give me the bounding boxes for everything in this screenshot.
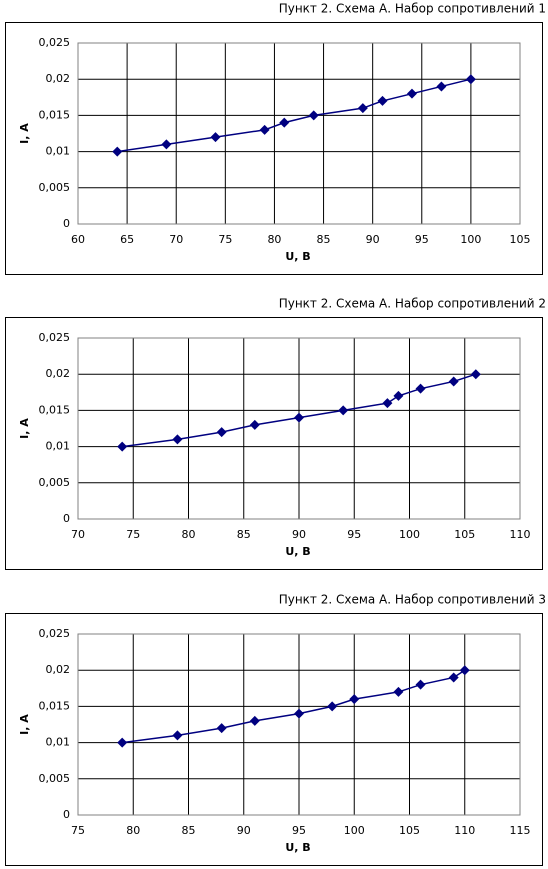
y-tick-label: 0,005 [39, 476, 71, 489]
x-tick-label: 80 [182, 528, 196, 541]
x-tick-label: 105 [454, 528, 475, 541]
y-tick-label: 0,01 [46, 736, 71, 749]
data-point [216, 427, 227, 438]
y-tick-label: 0,015 [39, 699, 71, 712]
y-axis-label: I, A [18, 714, 31, 735]
x-tick-label: 65 [120, 233, 134, 246]
x-tick-label: 90 [237, 824, 251, 837]
x-tick-label: 75 [218, 233, 232, 246]
x-tick-label: 85 [237, 528, 251, 541]
data-point [112, 146, 123, 157]
data-point [279, 117, 290, 128]
x-tick-label: 85 [182, 824, 196, 837]
x-tick-label: 90 [366, 233, 380, 246]
data-point [117, 737, 128, 748]
y-tick-label: 0 [63, 217, 70, 230]
y-tick-label: 0,01 [46, 440, 71, 453]
y-axis-label: I, A [18, 418, 31, 439]
chart-frame [5, 22, 543, 275]
data-point [393, 686, 404, 697]
x-tick-label: 110 [510, 528, 531, 541]
y-tick-label: 0,02 [46, 663, 71, 676]
data-point [465, 74, 476, 85]
data-point [259, 124, 270, 135]
y-tick-label: 0,025 [39, 627, 71, 640]
x-tick-label: 105 [399, 824, 420, 837]
y-tick-label: 0,015 [39, 403, 71, 416]
chart-title: Пункт 2. Схема А. Набор сопротивлений 1 [279, 2, 546, 16]
x-tick-label: 95 [415, 233, 429, 246]
data-point [172, 730, 183, 741]
y-tick-label: 0,025 [39, 331, 71, 344]
x-axis-label: U, B [285, 545, 310, 558]
data-point [415, 679, 426, 690]
data-point [249, 419, 260, 430]
data-point [382, 398, 393, 409]
x-tick-label: 95 [292, 824, 306, 837]
data-point [436, 81, 447, 92]
data-point [294, 412, 304, 423]
x-tick-label: 105 [510, 233, 531, 246]
data-point [308, 110, 319, 121]
x-tick-label: 110 [454, 824, 475, 837]
y-tick-label: 0,01 [46, 145, 71, 158]
y-tick-label: 0,02 [46, 72, 71, 85]
data-point [216, 723, 227, 734]
chart-title: Пункт 2. Схема А. Набор сопротивлений 2 [279, 297, 546, 311]
plot-area [77, 633, 521, 816]
data-point [448, 376, 459, 387]
x-tick-label: 75 [126, 528, 140, 541]
data-point [210, 132, 221, 143]
data-point [249, 715, 260, 726]
data-point [470, 369, 481, 380]
x-tick-label: 90 [292, 528, 306, 541]
y-tick-label: 0,005 [39, 772, 71, 785]
data-point [338, 405, 349, 416]
data-point [377, 95, 388, 106]
x-tick-label: 70 [169, 233, 183, 246]
data-point [357, 103, 368, 114]
x-tick-label: 80 [126, 824, 140, 837]
x-tick-label: 115 [510, 824, 531, 837]
data-point [161, 139, 172, 150]
data-point [117, 441, 128, 452]
x-tick-label: 100 [460, 233, 481, 246]
x-tick-label: 100 [344, 824, 365, 837]
y-tick-label: 0 [63, 808, 70, 821]
x-axis-label: U, B [285, 250, 310, 263]
plot-area [77, 42, 521, 225]
y-tick-label: 0,025 [39, 36, 71, 49]
y-tick-label: 0,02 [46, 367, 71, 380]
x-tick-label: 80 [267, 233, 281, 246]
data-point [459, 665, 470, 676]
plot-area [77, 337, 521, 520]
x-tick-label: 75 [71, 824, 85, 837]
data-point [327, 701, 338, 712]
data-point [393, 390, 404, 401]
x-tick-label: 95 [347, 528, 361, 541]
x-tick-label: 85 [317, 233, 331, 246]
y-tick-label: 0,015 [39, 108, 71, 121]
x-axis-label: U, B [285, 841, 310, 854]
chart-frame [5, 317, 543, 570]
y-axis-label: I, A [18, 123, 31, 144]
x-tick-label: 100 [399, 528, 420, 541]
data-point [448, 672, 459, 683]
y-tick-label: 0 [63, 512, 70, 525]
data-point [349, 694, 360, 705]
x-tick-label: 70 [71, 528, 85, 541]
chart-frame [5, 613, 543, 866]
data-point [294, 708, 304, 719]
data-point [415, 383, 426, 394]
data-point [172, 434, 183, 445]
x-tick-label: 60 [71, 233, 85, 246]
y-tick-label: 0,005 [39, 181, 71, 194]
chart-title: Пункт 2. Схема А. Набор сопротивлений 3 [279, 593, 546, 607]
data-point [406, 88, 417, 99]
